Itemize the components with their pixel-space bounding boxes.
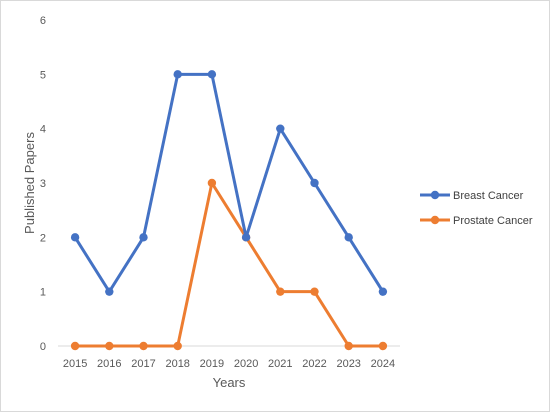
y-tick-label: 4 xyxy=(40,124,46,136)
y-tick-label: 6 xyxy=(40,15,46,27)
x-tick-label: 2018 xyxy=(165,358,189,370)
data-point xyxy=(105,341,114,351)
y-tick-label: 3 xyxy=(40,178,46,190)
series-1 xyxy=(70,178,388,351)
series-line xyxy=(73,72,385,294)
x-tick-label: 2019 xyxy=(200,358,224,370)
data-point xyxy=(70,233,80,242)
y-tick-label: 1 xyxy=(40,287,46,299)
y-tick-label: 2 xyxy=(40,232,46,244)
data-point xyxy=(173,70,182,79)
x-tick-label: 2016 xyxy=(97,358,121,370)
data-point xyxy=(105,287,114,296)
data-point xyxy=(378,341,388,351)
y-axis-title: Published Papers xyxy=(22,132,37,234)
x-axis-ticks: 2015 2016 2017 2018 2019 2020 2021 2022 2023 2024 xyxy=(63,358,395,370)
data-point xyxy=(173,341,182,351)
legend-label: Prostate Cancer xyxy=(453,215,533,227)
data-point xyxy=(276,124,285,133)
data-point xyxy=(310,178,319,188)
legend: Breast Cancer Prostate Cancer xyxy=(420,190,533,227)
legend-marker xyxy=(430,215,440,225)
x-axis-title: Years xyxy=(213,375,246,390)
data-point xyxy=(241,233,251,242)
x-tick-label: 2015 xyxy=(63,358,87,370)
y-tick-label: 0 xyxy=(40,341,46,353)
data-point xyxy=(139,233,148,242)
x-tick-label: 2017 xyxy=(131,358,155,370)
x-tick-label: 2023 xyxy=(336,358,360,370)
data-point xyxy=(207,178,217,188)
data-point xyxy=(378,287,388,296)
y-tick-label: 5 xyxy=(40,69,46,81)
x-tick-label: 2021 xyxy=(268,358,292,370)
data-point xyxy=(276,287,285,296)
data-point xyxy=(70,341,80,351)
x-tick-label: 2024 xyxy=(371,358,395,370)
series-0 xyxy=(70,70,388,296)
x-tick-label: 2020 xyxy=(234,358,258,370)
data-point xyxy=(310,287,319,296)
series-layer xyxy=(70,70,388,351)
legend-item: Prostate Cancer xyxy=(420,215,533,227)
data-point xyxy=(344,233,353,242)
data-point xyxy=(207,70,217,79)
data-point xyxy=(139,341,148,351)
legend-item: Breast Cancer xyxy=(420,190,524,202)
legend-marker xyxy=(430,190,440,200)
data-point xyxy=(344,341,353,351)
legend-label: Breast Cancer xyxy=(453,190,524,202)
series-line xyxy=(73,181,385,348)
y-axis-ticks: 0 1 2 3 4 5 6 xyxy=(40,15,46,353)
x-tick-label: 2022 xyxy=(302,358,326,370)
